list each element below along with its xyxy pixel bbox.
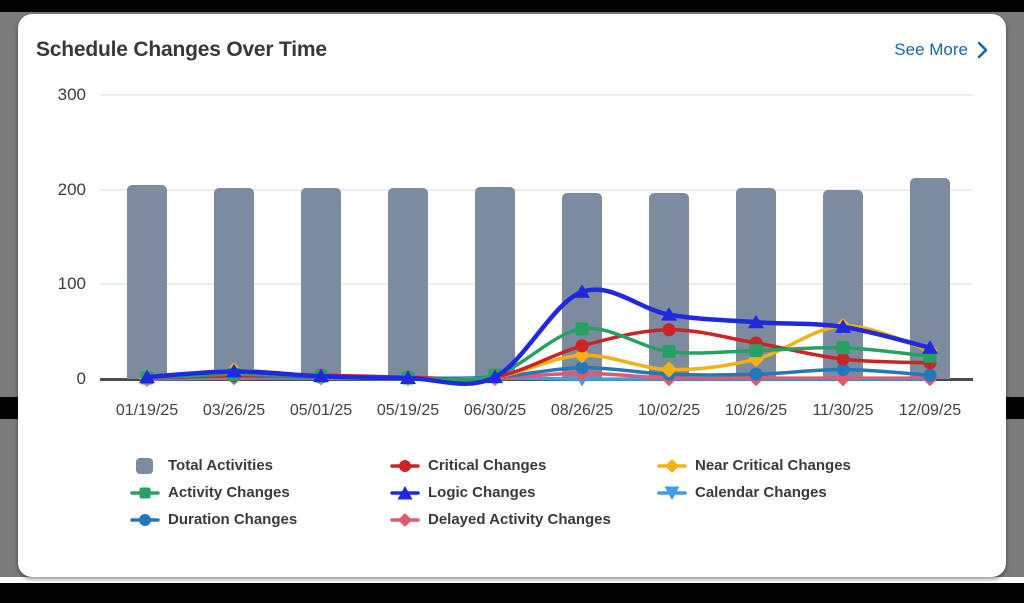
marker-logic-changes xyxy=(400,370,416,385)
legend-item-critical-changes[interactable]: Critical Changes xyxy=(390,452,611,479)
marker-activity-changes xyxy=(749,344,763,358)
legend-item-total-activities[interactable]: Total Activities xyxy=(130,452,297,479)
activity-changes-marker-icon xyxy=(130,487,160,498)
near-critical-changes-marker-icon xyxy=(657,459,687,472)
duration-changes-marker-icon xyxy=(130,513,160,526)
page-top-band xyxy=(0,0,1024,12)
bar-total-activities xyxy=(214,187,254,379)
marker-duration-changes xyxy=(923,368,937,382)
legend-item-duration-changes[interactable]: Duration Changes xyxy=(130,506,297,533)
marker-logic-changes xyxy=(748,314,764,329)
legend-label: Activity Changes xyxy=(168,484,290,501)
marker-critical-changes xyxy=(662,323,676,337)
legend-item-activity-changes[interactable]: Activity Changes xyxy=(130,479,297,506)
marker-critical-changes xyxy=(836,352,850,366)
bar-total-activities xyxy=(127,184,167,379)
total-activities-marker-icon xyxy=(136,457,153,474)
legend-label: Logic Changes xyxy=(428,484,536,501)
marker-critical-changes xyxy=(575,339,589,353)
see-more-link[interactable]: See More xyxy=(894,40,988,60)
legend-label: Total Activities xyxy=(168,457,274,474)
marker-logic-changes xyxy=(313,368,329,383)
page-bottom-band xyxy=(0,583,1024,603)
chevron-right-icon xyxy=(977,41,988,59)
marker-logic-changes xyxy=(922,340,938,354)
page-bottom-strip xyxy=(0,577,1024,583)
y-axis-tick-label: 100 xyxy=(57,274,86,294)
legend-item-calendar-changes[interactable]: Calendar Changes xyxy=(657,479,851,506)
marker-duration-changes xyxy=(836,363,850,377)
marker-logic-changes xyxy=(574,284,590,298)
see-more-label: See More xyxy=(894,40,968,59)
legend-item-logic-changes[interactable]: Logic Changes xyxy=(390,479,611,506)
x-axis-tick-label: 06/30/25 xyxy=(463,402,527,419)
marker-logic-changes xyxy=(139,369,155,384)
schedule-changes-card: Schedule Changes Over Time See More 0 100… xyxy=(18,14,1006,577)
legend-label: Delayed Activity Changes xyxy=(428,511,611,528)
x-axis-tick-label: 05/01/25 xyxy=(289,402,353,419)
bar-total-activities xyxy=(475,186,515,379)
delayed-activity-changes-marker-icon xyxy=(390,513,420,526)
marker-logic-changes xyxy=(226,363,242,378)
legend-label: Critical Changes xyxy=(428,457,547,474)
legend-item-delayed-activity-changes[interactable]: Delayed Activity Changes xyxy=(390,506,611,533)
marker-duration-changes xyxy=(749,367,763,381)
bar-total-activities xyxy=(301,187,341,379)
legend-column: Critical Changes Logic Changes Delayed Act… xyxy=(390,452,611,533)
legend-item-near-critical-changes[interactable]: Near Critical Changes xyxy=(657,452,851,479)
legend-label: Duration Changes xyxy=(168,511,298,528)
x-axis-tick-label: 01/19/25 xyxy=(115,402,179,419)
gridline xyxy=(100,94,973,96)
gridline xyxy=(100,188,973,191)
marker-logic-changes xyxy=(487,369,503,384)
calendar-changes-marker-icon xyxy=(657,486,687,500)
legend-column: Near Critical Changes Calendar Changes xyxy=(657,452,851,506)
critical-changes-marker-icon xyxy=(390,459,420,472)
x-axis-tick-label: 08/26/25 xyxy=(550,402,614,419)
marker-near-critical-changes xyxy=(661,361,677,378)
marker-near-critical-changes xyxy=(574,347,590,363)
legend-label: Calendar Changes xyxy=(695,484,827,501)
marker-activity-changes xyxy=(662,345,676,359)
x-axis-tick-label: 12/09/25 xyxy=(898,402,962,419)
x-axis-tick-label: 05/19/25 xyxy=(376,402,440,419)
x-axis-tick-label: 10/26/25 xyxy=(724,402,788,419)
y-axis-tick-label: 0 xyxy=(76,369,86,388)
chart-legend: Total Activities Activity Changes Duration… xyxy=(18,452,1006,552)
x-axis-tick-label: 03/26/25 xyxy=(202,402,266,419)
y-axis-tick-label: 300 xyxy=(57,85,86,104)
legend-label: Near Critical Changes xyxy=(695,457,851,474)
marker-logic-changes xyxy=(835,319,851,333)
legend-column: Total Activities Activity Changes Duration… xyxy=(130,452,297,533)
x-axis-tick-label: 11/30/25 xyxy=(812,402,874,419)
card-title: Schedule Changes Over Time xyxy=(36,38,327,61)
line-logic-changes xyxy=(144,287,933,386)
marker-activity-changes xyxy=(836,341,850,355)
marker-activity-changes xyxy=(575,322,589,336)
marker-duration-changes xyxy=(575,361,589,375)
logic-changes-marker-icon xyxy=(390,485,420,499)
bar-total-activities xyxy=(388,187,428,379)
marker-logic-changes xyxy=(661,307,677,321)
x-axis-tick-label: 10/02/25 xyxy=(637,402,701,419)
y-axis-tick-label: 200 xyxy=(57,179,86,199)
line-series-canvas xyxy=(139,284,938,387)
gridline xyxy=(100,283,973,286)
